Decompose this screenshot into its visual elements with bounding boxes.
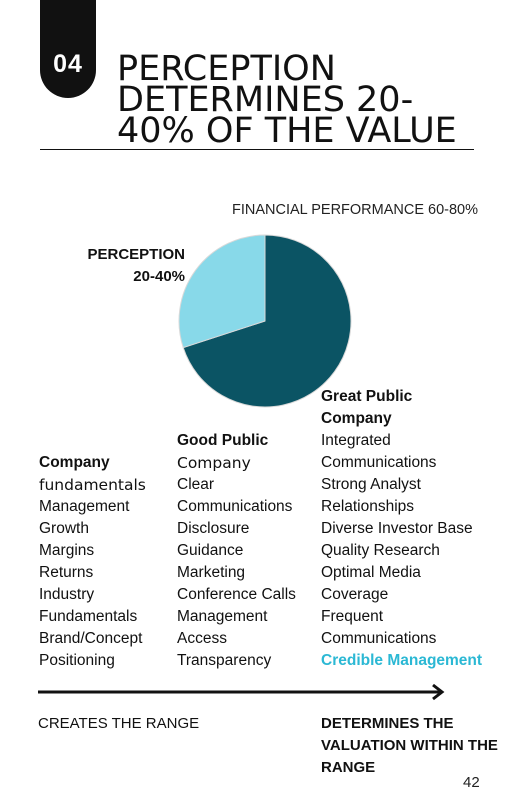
perception-label-line-1: PERCEPTION [87, 246, 185, 263]
pie-slice-perception [178, 234, 266, 349]
determines-line-2: VALUATION WITHIN THE [321, 737, 498, 754]
page-number: 42 [463, 774, 480, 791]
determines-valuation-label: DETERMINES THE VALUATION WITHIN THE RANG… [321, 713, 498, 779]
perception-label: PERCEPTION 20-40% [70, 244, 185, 288]
good-public-company-column: Good Public Company Clear Communications… [177, 430, 296, 672]
list-item: Disclosure [177, 520, 250, 537]
highlight-item: Credible Management [321, 652, 483, 669]
list-item: Coverage [321, 586, 389, 603]
title-divider [40, 149, 474, 150]
section-badge [40, 0, 96, 98]
list-item: Communications [321, 454, 437, 471]
column-heading: Company [39, 454, 110, 471]
title-line-2: DETERMINES 20- [117, 80, 414, 120]
list-item: Communications [177, 498, 293, 515]
list-item: Growth [39, 520, 89, 537]
list-item: Positioning [39, 652, 115, 669]
title-line-1: PERCEPTION [117, 49, 336, 89]
creates-range-label: CREATES THE RANGE [38, 715, 200, 732]
list-item: Strong Analyst [321, 476, 421, 493]
column-subheading: fundamentals [39, 476, 146, 494]
column-heading: Company [321, 410, 392, 427]
perception-label-line-2: 20-40% [133, 268, 185, 285]
page-title: PERCEPTION DETERMINES 20- 40% OF THE VAL… [117, 49, 497, 151]
pie-slice-financial-performance [182, 234, 352, 408]
financial-performance-label: FINANCIAL PERFORMANCE 60-80% [232, 202, 479, 218]
list-item: Brand/Concept [39, 630, 143, 647]
list-item: Returns [39, 564, 94, 581]
list-item: Integrated [321, 432, 391, 449]
list-item: Frequent [321, 608, 384, 625]
list-item: Guidance [177, 542, 244, 559]
title-line-3: 40% OF THE VALUE [117, 111, 457, 151]
great-public-company-column: Great Public Company Integrated Communic… [321, 386, 482, 672]
list-item: Management [39, 498, 130, 515]
list-item: Optimal Media [321, 564, 421, 581]
list-item: Relationships [321, 498, 415, 515]
list-item: Margins [39, 542, 95, 559]
range-arrow-icon [38, 683, 445, 701]
list-item: Transparency [177, 652, 272, 669]
column-heading: Good Public [177, 432, 269, 449]
company-fundamentals-column: Company fundamentals Management Growth M… [39, 452, 146, 672]
list-item: Fundamentals [39, 608, 138, 625]
list-item: Conference Calls [177, 586, 296, 603]
list-item: Communications [321, 630, 437, 647]
list-item: Clear [177, 476, 215, 493]
column-heading: Great Public [321, 388, 413, 405]
list-item: Access [177, 630, 227, 647]
list-item: Marketing [177, 564, 246, 581]
list-item: Industry [39, 586, 95, 603]
value-pie-chart [178, 234, 352, 408]
list-item: Quality Research [321, 542, 440, 559]
column-subheading: Company [177, 454, 251, 472]
list-item: Management [177, 608, 268, 625]
section-number: 04 [53, 50, 83, 78]
determines-line-1: DETERMINES THE [321, 715, 454, 732]
list-item: Diverse Investor Base [321, 520, 473, 537]
determines-line-3: RANGE [321, 759, 376, 776]
